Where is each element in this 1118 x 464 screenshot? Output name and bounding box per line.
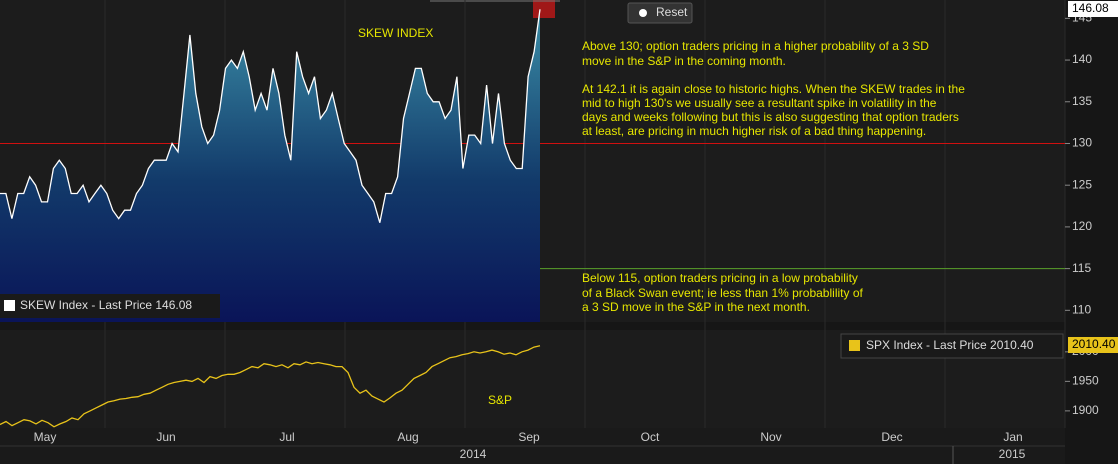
x-tick-label: May (34, 430, 57, 444)
y-tick-label: 115 (1072, 261, 1091, 275)
line (0, 345, 541, 428)
y-tick-label: 1950 (1072, 374, 1099, 388)
line (0, 9, 541, 223)
range-marker (533, 0, 555, 18)
annotation-line: mid to high 130's we usually see a resul… (582, 96, 937, 110)
legend-box (840, 333, 1064, 359)
x-tick-label: Jun (156, 430, 175, 444)
year-label: 2015 (999, 447, 1026, 461)
chart-title: SKEW INDEX (358, 26, 433, 40)
annotation-line: of a Black Swan event; ie less than 1% p… (582, 286, 863, 300)
y-tick-label: 120 (1072, 219, 1092, 233)
annotation-line: a 3 SD move in the S&P in the next month… (582, 300, 810, 314)
legend-swatch (849, 340, 860, 351)
y-tick-label: 135 (1072, 94, 1092, 108)
annotation-line: Above 130; option traders pricing in a h… (582, 39, 929, 53)
annotation-line: Below 115, option traders pricing in a l… (582, 271, 858, 285)
reset-button[interactable]: Reset (627, 2, 693, 24)
annotation-line: days and weeks following but this is als… (582, 110, 959, 124)
price-tag-label: 2010.40 (1072, 337, 1116, 351)
y-tick-label: 140 (1072, 52, 1092, 66)
year-label: 2014 (460, 447, 487, 461)
y-tick-label: 1900 (1072, 403, 1099, 417)
panel-label: S&P (488, 393, 512, 407)
annotation-line: At 142.1 it is again close to historic h… (582, 82, 965, 96)
annotation-line: at least, are pricing in much higher ris… (582, 124, 926, 138)
legend-box (0, 294, 220, 318)
x-tick-label: Dec (881, 430, 902, 444)
x-tick-label: Aug (397, 430, 418, 444)
legend-label: SKEW Index - Last Price 146.08 (20, 298, 192, 312)
x-tick-label: Jul (279, 430, 294, 444)
x-tick-label: Oct (641, 430, 660, 444)
legend-label: SPX Index - Last Price 2010.40 (866, 338, 1034, 352)
area (0, 9, 540, 323)
x-tick-label: Sep (518, 430, 540, 444)
x-tick-label: Nov (760, 430, 781, 444)
price-tag-label: 146.08 (1072, 1, 1109, 15)
x-tick-label: Jan (1003, 430, 1022, 444)
y-tick-label: 110 (1072, 302, 1091, 316)
annotation-line: move in the S&P in the coming month. (582, 54, 786, 68)
legend-swatch (4, 300, 15, 311)
y-tick-label: 130 (1072, 136, 1092, 150)
y-tick-label: 125 (1072, 177, 1092, 191)
reset-label[interactable]: Reset (656, 5, 688, 19)
price-tag (1068, 337, 1118, 353)
price-tag (1068, 1, 1118, 17)
